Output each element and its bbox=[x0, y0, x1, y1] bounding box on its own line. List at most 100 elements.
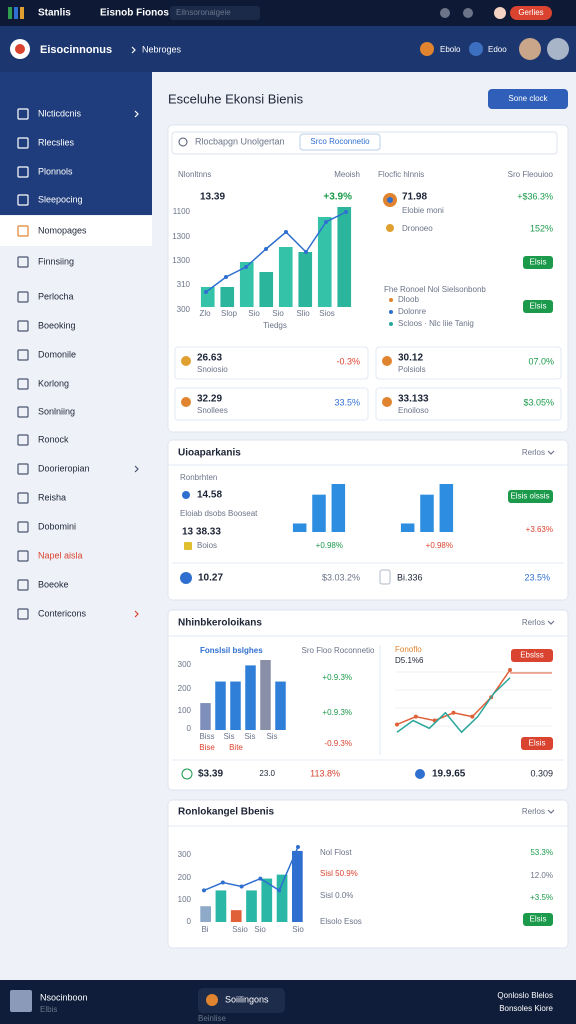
chip[interactable] bbox=[299, 133, 381, 151]
card bbox=[167, 609, 569, 791]
menu[interactable]: Rerlos bbox=[522, 448, 545, 457]
menu-item[interactable]: Nomopages bbox=[38, 225, 87, 235]
menu-icon bbox=[17, 492, 29, 504]
bar bbox=[200, 906, 211, 922]
label: 10.27 bbox=[198, 573, 223, 584]
menu-item[interactable]: Finnsiing bbox=[38, 256, 74, 266]
menu[interactable]: Rerlos bbox=[522, 807, 545, 816]
bar bbox=[298, 252, 313, 307]
label: 19.9.65 bbox=[432, 769, 466, 780]
y-tick-label: 300 bbox=[178, 660, 192, 669]
menu-item[interactable]: Perlocha bbox=[38, 291, 74, 301]
label: Fhe Ronoel Nol Sielsonbonb bbox=[384, 285, 486, 294]
label: 0.309 bbox=[530, 768, 553, 778]
card-title: Ronlokangel Bbenis bbox=[178, 807, 275, 818]
x-tick-label: Sis bbox=[223, 732, 234, 741]
x-tick-label: Sis bbox=[266, 732, 277, 741]
change: +3.5% bbox=[530, 893, 553, 902]
label: +0.98% bbox=[316, 541, 343, 550]
user-pill bbox=[510, 6, 552, 20]
menu-icon bbox=[17, 378, 29, 390]
point bbox=[296, 845, 300, 849]
menu[interactable]: Rerlos bbox=[522, 618, 545, 627]
y-tick-label: 200 bbox=[178, 873, 192, 882]
menu-item[interactable]: Korlong bbox=[38, 378, 69, 388]
x-tick-label: Zlo bbox=[199, 309, 211, 318]
y-tick-label: 310 bbox=[177, 280, 191, 289]
footer bbox=[0, 980, 576, 1024]
x-tick-label: Sis bbox=[244, 732, 255, 741]
legend-entry: Dloob bbox=[398, 295, 419, 304]
search-text: Rlocbapgn Unolgertan bbox=[195, 136, 285, 146]
bar bbox=[292, 850, 303, 922]
menu-item[interactable]: Sonlniing bbox=[38, 406, 75, 416]
menu-item[interactable]: Nlcticdcnis bbox=[38, 108, 82, 118]
point bbox=[277, 888, 282, 893]
icon bbox=[182, 491, 190, 499]
label: Elobie moni bbox=[402, 206, 444, 215]
point bbox=[413, 714, 418, 719]
menu-icon bbox=[17, 608, 29, 620]
breadcrumb[interactable]: Nebroges bbox=[142, 44, 182, 54]
bar bbox=[337, 207, 352, 307]
page-title: Esceluhe Ekonsi Bienis bbox=[168, 91, 304, 106]
menu-icon bbox=[17, 137, 29, 149]
pill-label[interactable]: Soiilingons bbox=[225, 994, 269, 1004]
bar bbox=[400, 523, 415, 532]
menu-item[interactable]: Sleepocing bbox=[38, 194, 83, 204]
menu-icon bbox=[17, 434, 29, 446]
line bbox=[396, 677, 511, 734]
label: 13.39 bbox=[200, 192, 225, 203]
x-tick-label: Sio bbox=[254, 925, 266, 934]
bar bbox=[276, 874, 288, 922]
label: D5.1%6 bbox=[395, 656, 424, 665]
pill[interactable] bbox=[198, 988, 285, 1013]
chart-title: Fonslsil bslghes bbox=[200, 646, 263, 655]
label: Elsis bbox=[529, 739, 546, 748]
x-tick-label: Slio bbox=[296, 309, 310, 318]
bar bbox=[331, 484, 346, 532]
change: 12.0% bbox=[530, 871, 553, 880]
icon-dot bbox=[387, 197, 393, 203]
app-name: Stanlis bbox=[38, 8, 71, 19]
menu-icon bbox=[17, 349, 29, 361]
button-label[interactable]: Sone clock bbox=[508, 94, 548, 103]
label: Fonoflo bbox=[395, 645, 422, 654]
menu-item[interactable]: Rlecslies bbox=[38, 137, 75, 147]
menu-item[interactable]: Contericons bbox=[38, 608, 87, 618]
label: Elsis bbox=[530, 915, 547, 924]
change: -0.9.3% bbox=[324, 739, 352, 748]
menu-item[interactable]: Boeoking bbox=[38, 320, 76, 330]
y-tick-label: 300 bbox=[178, 850, 192, 859]
point bbox=[224, 275, 228, 279]
point bbox=[304, 250, 308, 254]
menu-item[interactable]: Reisha bbox=[38, 492, 66, 502]
bar bbox=[215, 681, 226, 730]
stat-label: Enoiloso bbox=[398, 406, 429, 415]
bar bbox=[215, 890, 227, 922]
icon bbox=[180, 572, 192, 584]
menu-item[interactable]: Doorieropian bbox=[38, 463, 90, 473]
menu-item[interactable]: Plonnols bbox=[38, 166, 73, 176]
bar bbox=[245, 665, 256, 730]
menu-item[interactable]: Domonile bbox=[38, 349, 76, 359]
y-tick-label: 200 bbox=[178, 684, 192, 693]
x-tick-label: Bise bbox=[199, 743, 215, 752]
y-tick-label: 300 bbox=[177, 305, 191, 314]
stat-label: Snollees bbox=[197, 406, 228, 415]
point bbox=[244, 265, 248, 269]
card bbox=[167, 799, 569, 949]
search-box[interactable] bbox=[170, 6, 260, 20]
label: Bi.336 bbox=[397, 572, 423, 582]
menu-item[interactable]: Boeoke bbox=[38, 579, 69, 589]
legend-dot bbox=[389, 322, 393, 326]
avatar bbox=[10, 990, 32, 1012]
menu-item[interactable]: Dobomini bbox=[38, 521, 76, 531]
search-text: Eilnsoronaigeie bbox=[176, 8, 231, 17]
button[interactable] bbox=[488, 89, 568, 109]
brand: Eisocinnonus bbox=[40, 44, 112, 56]
menu-item[interactable]: Napel aisla bbox=[38, 550, 83, 560]
legend-dot bbox=[389, 298, 393, 302]
stat-change: 33.5% bbox=[334, 397, 360, 407]
menu-item[interactable]: Ronock bbox=[38, 434, 69, 444]
